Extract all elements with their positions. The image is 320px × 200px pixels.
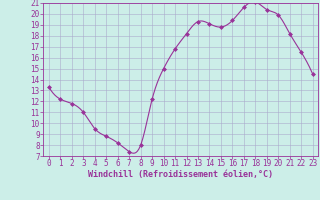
X-axis label: Windchill (Refroidissement éolien,°C): Windchill (Refroidissement éolien,°C)	[88, 170, 273, 179]
